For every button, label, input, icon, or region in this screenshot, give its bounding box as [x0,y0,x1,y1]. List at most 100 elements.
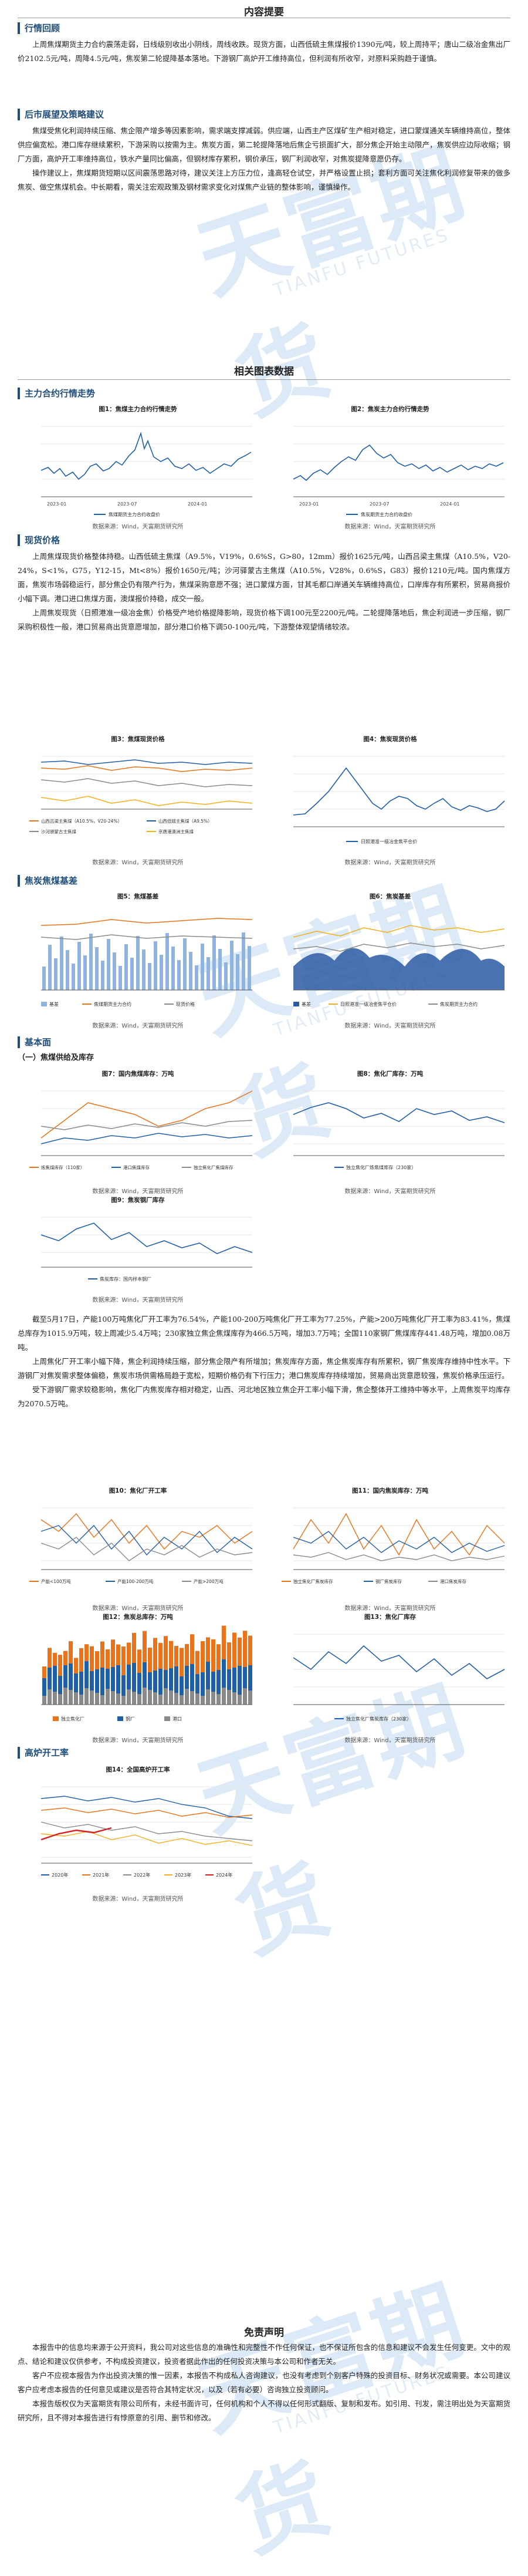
figure-12-bar-segment [79,1648,83,1672]
figure-5-bar [195,965,198,990]
figure-8-plot: 独立焦化厂炼焦煤库存（230家） [293,1090,505,1170]
figure-12-bar-segment [137,1673,141,1694]
figure-12-bar-segment [84,1661,89,1688]
figure-11-source: 数据来源：Wind，天富期货研究所 [344,1605,436,1612]
figure-12-bar-segment [132,1692,136,1705]
figure-12-bar-segment [164,1688,168,1705]
figure-12: 图12：焦炭总库存：万吨 独立焦化厂 钢厂 港口 数据来源：Wind，天富期货研… [18,1612,258,1746]
supply-paragraph-1: 截至5月17日，产能100万吨焦化厂开工率为76.54%，产能100-200万吨… [18,1315,510,1352]
figure-12-bar-segment [58,1676,62,1694]
figure-12-bar-segment [74,1658,78,1673]
figure-13: 图13：焦化厂库存 独立焦化厂焦炭库存（230家） 数据来源：Wind，天富期货… [270,1612,510,1746]
figure-5-legend-0: 基差 [49,1001,59,1007]
outlook-paragraph-2: 操作建议上，焦煤期货短期以区间震荡思路对待，建议关注上方压力位，逢高轻仓试空，并… [18,169,510,191]
figure-12-bar-segment [79,1672,83,1695]
figure-12-bar-segment [137,1649,141,1673]
figure-12-bar-segment [222,1625,226,1659]
figure-12-bar-segment [84,1644,89,1661]
figure-8: 图8：焦化厂库存：万吨 独立焦化厂炼焦煤库存（230家） 数据来源：Wind，天… [270,1069,510,1197]
figure-5-bar [207,957,210,990]
figure-4-source: 数据来源：Wind，天富期货研究所 [344,860,436,866]
figure-5-bar [160,955,163,990]
figure-5-bar [119,966,122,990]
figure-13-title: 图13：焦化厂库存 [364,1614,417,1621]
figure-6-legend-1: 日照港准一级冶金焦平仓价 [340,1001,397,1007]
figure-5-bar [148,963,151,990]
section-basis-heading: 焦炭焦煤基差 [18,875,510,887]
figure-10-title: 图10：焦化厂开工率 [109,1487,167,1494]
section-review-heading: 行情回顾 [18,22,510,34]
figure-12-bar-segment [84,1688,89,1705]
figure-12-bar-segment [148,1690,152,1705]
figure-5-bar [142,949,145,990]
figure-5-bar [230,941,233,990]
figure-5-bar [177,960,181,990]
figure-3-source: 数据来源：Wind，天富期货研究所 [92,860,184,866]
section-spot-heading: 现货价格 [18,534,510,546]
figure-11-title: 图11：国内焦炭库存：万吨 [351,1487,429,1494]
figure-10-legend-1: 产能100-200万吨 [117,1578,154,1584]
figure-9: 图9：焦炭钢厂库存 焦炭库存：国内样本钢厂 数据来源：Wind，天富期货研究所 [18,1195,258,1305]
figure-14-legend-0: 2020年 [52,1872,68,1878]
figure-12-bar-segment [148,1648,152,1672]
figure-6-plot: 基差 日照港准一级冶金焦平仓价 焦炭期货主力合约 [293,925,505,1007]
figure-10-source: 数据来源：Wind，天富期货研究所 [92,1605,184,1612]
section-disclaimer-heading: 免责声明 [244,2327,284,2339]
figure-5-bar [171,947,175,990]
figure-5-bar [130,958,134,990]
figure-12-bar-segment [211,1692,215,1705]
figure-12-bar-segment [185,1644,189,1666]
figure-12-bar-segment [42,1696,46,1705]
svg-text:2024-01: 2024-01 [188,501,207,507]
figure-5-legend-2: 现货价格 [176,1001,195,1007]
figure-12-bar-segment [90,1671,94,1691]
figure-5-bar [136,936,140,990]
figure-12-bar-segment [180,1695,184,1705]
figure-12-bar-segment [53,1666,57,1692]
svg-text:2023-01: 2023-01 [47,501,66,507]
figure-4-plot: 日照港准一级冶金焦平仓价 [293,756,505,844]
figure-5-legend-1: 焦煤期货主力合约 [94,1001,131,1007]
figure-12-bar-segment [201,1696,205,1705]
figure-12-bar-segment [153,1638,157,1671]
figure-12-bar-segment [100,1695,104,1705]
figure-12-bar-segment [100,1641,104,1668]
figure-12-bar-segment [106,1649,110,1669]
figure-8-legend: 独立焦化厂炼焦煤库存（230家） [346,1164,416,1170]
figure-12-bar-segment [53,1652,57,1666]
figure-12-bar-segment [201,1641,205,1672]
figure-5-bar [101,961,104,990]
figure-12-bar-segment [174,1646,178,1666]
figure-12-bar-segment [174,1693,178,1705]
figure-11-legend-2: 港口焦炭库存 [440,1578,466,1584]
figure-5-plot: 基差 焦煤期货主力合约 现货价格 [40,918,253,1007]
figure-2-plot: 2023-01 2023-07 2024-01 焦炭期货主力合约收盘价 [270,415,510,520]
figure-12-bar-segment [169,1668,173,1691]
figure-5-title: 图5：焦煤基差 [117,893,159,900]
figure-12-bar-segment [132,1663,136,1692]
figure-12-bar-segment [106,1669,110,1689]
figure-12-bar-segment [127,1642,131,1665]
figure-10: 图10：焦化厂开工率 产能<100万吨 产能100-200万吨 产能>200万吨… [18,1486,258,1614]
figure-12-bar-segment [222,1659,226,1688]
figure-5-bar [212,935,216,990]
subsection-supply-heading: （一）焦煤供给及库存 [18,1053,94,1062]
figure-12-bar-segment [243,1688,247,1705]
figure-8-source: 数据来源：Wind，天富期货研究所 [344,1188,436,1195]
figure-2-legend: 焦炭期货主力合约收盘价 [361,511,412,517]
figure-12-bar-segment [90,1691,94,1705]
figure-12-bar-segment [238,1666,242,1695]
figure-5-bar [54,958,57,990]
figure-1: 图1：焦煤主力合约行情走势 2023-01 2023-07 2024-01 焦煤… [18,404,258,532]
figure-12-bar-segment [248,1635,252,1665]
figure-5-bar [165,933,169,990]
supply-paragraph-2: 上周焦化厂开工率小幅下降，焦企利润持续压缩，部分焦企限产有所增加；焦炭库存方面，… [18,1357,510,1380]
figure-12-bar-segment [48,1668,52,1689]
figure-12-bar-segment [190,1664,194,1691]
figure-3-legend-0: 山西吕梁主焦煤（A10.5%，V20-24%） [41,818,122,824]
figure-3-plot: 山西吕梁主焦煤（A10.5%，V20-24%） 山西低硫主焦煤（A9.5%） 沙… [29,756,253,834]
figure-10-legend-2: 产能>200万吨 [194,1578,224,1584]
figure-6-legend-0: 基差 [302,1001,311,1007]
page-title: 内容提要 [18,0,510,18]
figure-3: 图3：焦煤现货价格 山西吕梁主焦煤（A10.5%，V20-24%） 山西低硫主焦… [18,734,258,868]
